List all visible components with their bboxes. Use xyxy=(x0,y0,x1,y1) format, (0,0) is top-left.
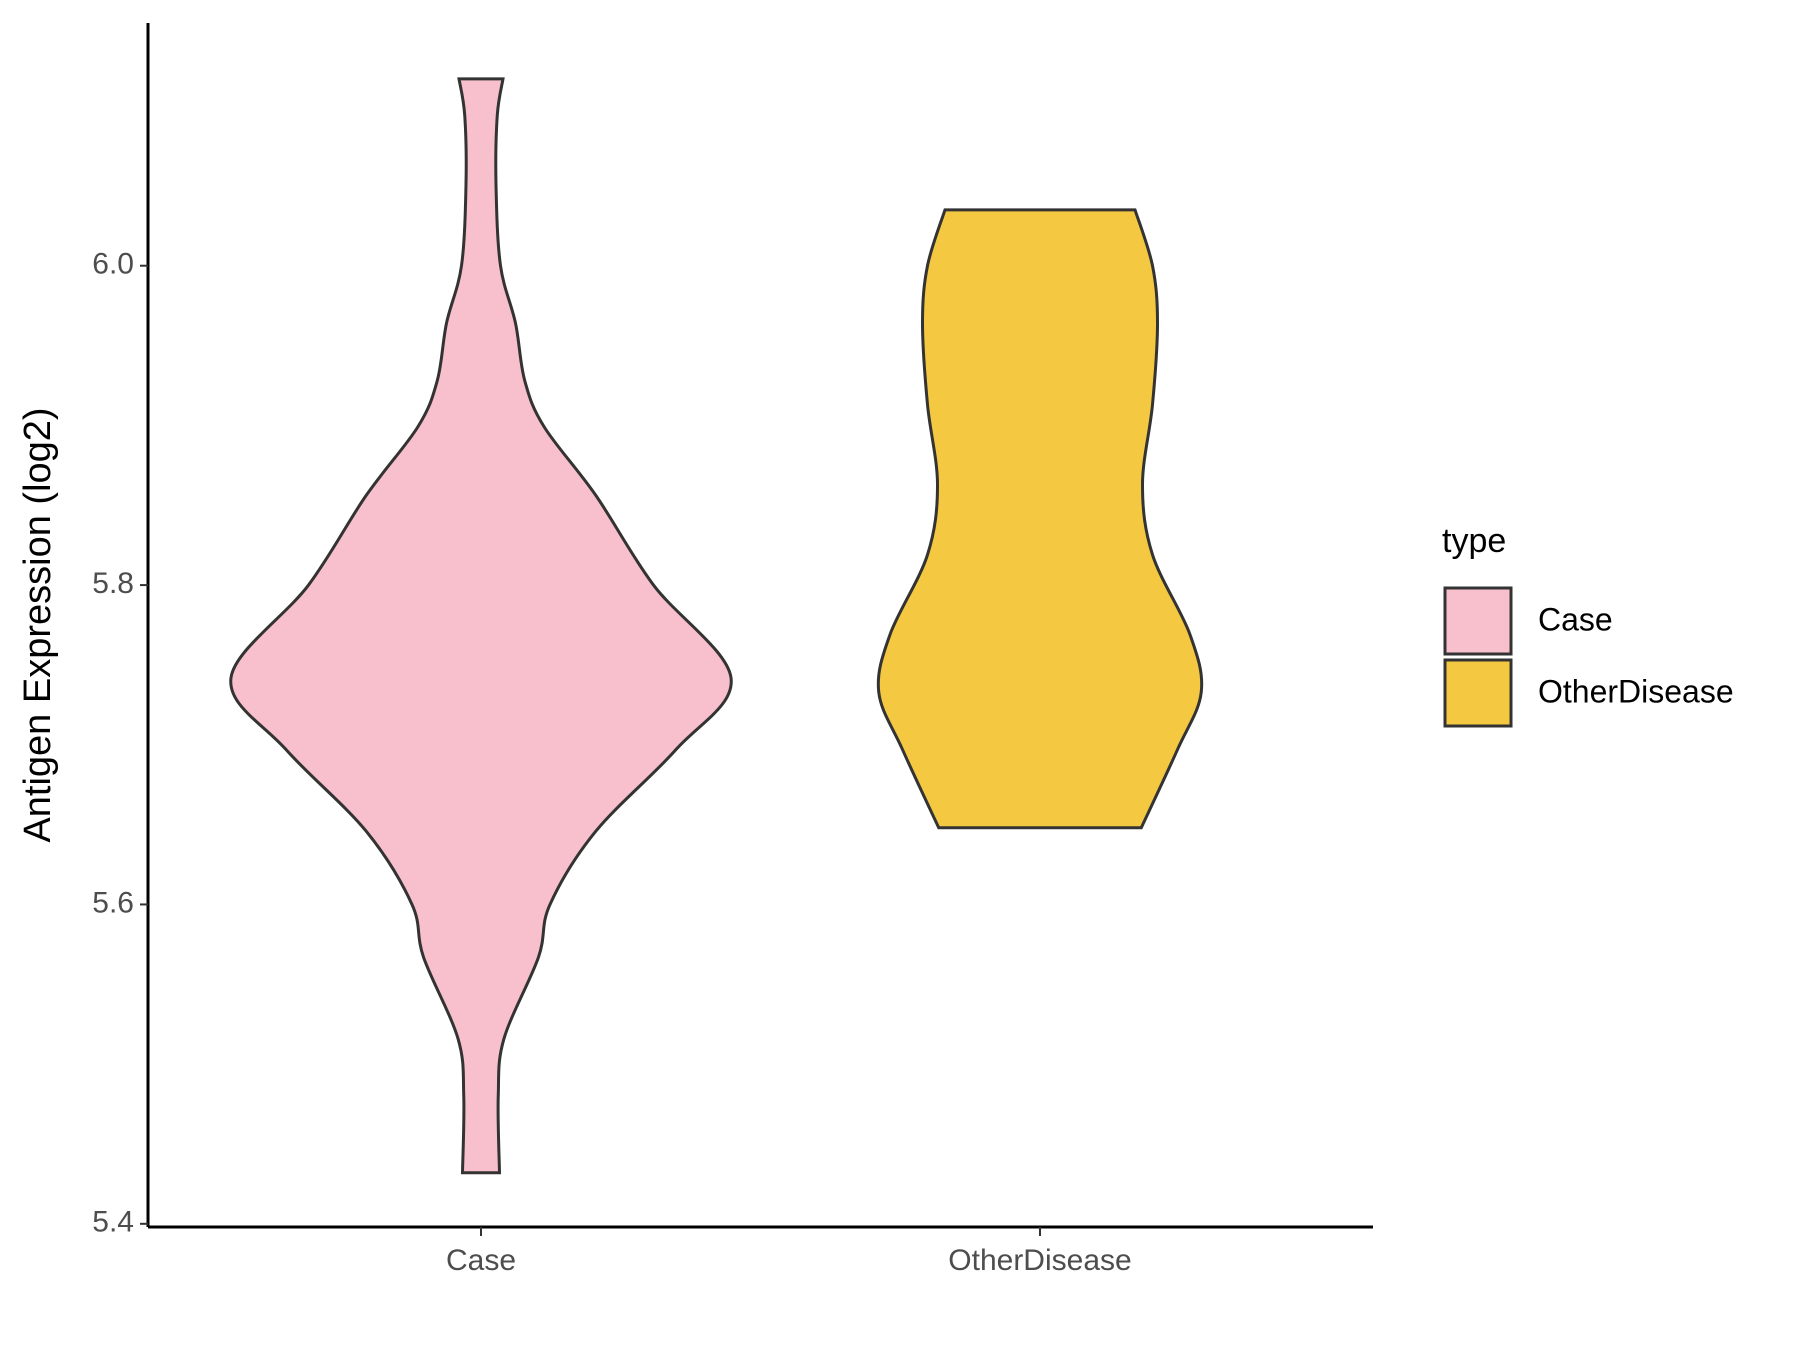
y-axis-title: Antigen Expression (log2) xyxy=(17,407,59,842)
legend-label: Case xyxy=(1538,601,1613,637)
violin xyxy=(229,77,733,1175)
y-tick-label: 5.4 xyxy=(92,1206,134,1239)
legend-title: type xyxy=(1442,522,1506,560)
y-tick-label: 6.0 xyxy=(92,248,134,281)
legend-key xyxy=(1443,658,1513,728)
legend-label: OtherDisease xyxy=(1538,673,1734,709)
y-tick-label: 5.8 xyxy=(92,567,134,600)
y-tick-label: 5.6 xyxy=(92,886,134,919)
violin xyxy=(876,208,1204,830)
x-tick-label: Case xyxy=(446,1244,516,1277)
x-tick-label: OtherDisease xyxy=(948,1244,1131,1277)
legend-key xyxy=(1443,586,1513,656)
